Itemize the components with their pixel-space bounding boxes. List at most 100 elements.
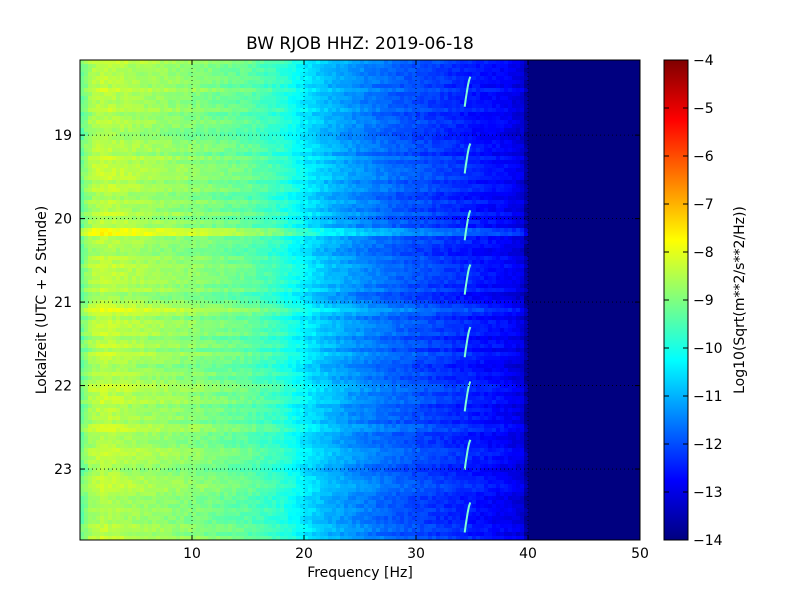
heatmap-cell xyxy=(380,132,385,137)
heatmap-cell xyxy=(144,76,149,81)
heatmap-cell xyxy=(128,172,133,177)
heatmap-cell xyxy=(604,76,609,81)
heatmap-cell xyxy=(132,160,137,165)
heatmap-cell xyxy=(364,104,369,109)
heatmap-cell xyxy=(248,200,253,205)
heatmap-cell xyxy=(336,172,341,177)
heatmap-cell xyxy=(296,128,301,133)
heatmap-cell xyxy=(380,64,385,69)
heatmap-cell xyxy=(308,152,313,157)
heatmap-cell xyxy=(584,80,589,85)
heatmap-cell xyxy=(372,156,377,161)
heatmap-cell xyxy=(224,136,229,141)
heatmap-cell xyxy=(112,168,117,173)
heatmap-cell xyxy=(368,96,373,101)
heatmap-cell xyxy=(136,116,141,121)
heatmap-cell xyxy=(320,76,325,81)
heatmap-cell xyxy=(584,120,589,125)
heatmap-cell xyxy=(604,156,609,161)
heatmap-cell xyxy=(240,88,245,93)
heatmap-cell xyxy=(440,92,445,97)
heatmap-cell xyxy=(224,140,229,145)
heatmap-cell xyxy=(464,180,469,185)
heatmap-cell xyxy=(348,140,353,145)
heatmap-cell xyxy=(120,116,125,121)
heatmap-cell xyxy=(420,64,425,69)
heatmap-cell xyxy=(476,196,481,201)
heatmap-cell xyxy=(444,132,449,137)
heatmap-cell xyxy=(276,176,281,181)
heatmap-cell xyxy=(168,196,173,201)
heatmap-cell xyxy=(396,100,401,105)
heatmap-cell xyxy=(112,96,117,101)
heatmap-cell xyxy=(620,112,625,117)
heatmap-cell xyxy=(272,168,277,173)
heatmap-cell xyxy=(384,144,389,149)
heatmap-cell xyxy=(576,172,581,177)
heatmap-cell xyxy=(428,152,433,157)
heatmap-cell xyxy=(400,72,405,77)
spectrogram-heatmap xyxy=(80,60,641,541)
heatmap-cell xyxy=(396,184,401,189)
heatmap-cell xyxy=(328,148,333,153)
heatmap-cell xyxy=(564,144,569,149)
heatmap-cell xyxy=(596,160,601,165)
heatmap-cell xyxy=(448,144,453,149)
heatmap-cell xyxy=(124,88,129,93)
heatmap-cell xyxy=(548,72,553,77)
heatmap-cell xyxy=(352,156,357,161)
heatmap-cell xyxy=(252,188,257,193)
heatmap-cell xyxy=(520,192,525,197)
heatmap-cell xyxy=(516,196,521,201)
heatmap-cell xyxy=(220,120,225,125)
heatmap-cell xyxy=(248,112,253,117)
heatmap-cell xyxy=(556,60,561,65)
heatmap-cell xyxy=(164,200,169,205)
heatmap-cell xyxy=(248,168,253,173)
heatmap-cell xyxy=(508,132,513,137)
heatmap-cell xyxy=(592,80,597,85)
heatmap-cell xyxy=(324,96,329,101)
heatmap-cell xyxy=(596,144,601,149)
heatmap-cell xyxy=(244,176,249,181)
heatmap-cell xyxy=(608,152,613,157)
heatmap-cell xyxy=(376,192,381,197)
heatmap-cell xyxy=(292,96,297,101)
heatmap-cell xyxy=(596,164,601,169)
heatmap-cell xyxy=(564,68,569,73)
heatmap-cell xyxy=(304,164,309,169)
heatmap-cell xyxy=(408,88,413,93)
heatmap-cell xyxy=(316,168,321,173)
heatmap-cell xyxy=(108,140,113,145)
heatmap-cell xyxy=(536,188,541,193)
heatmap-cell xyxy=(612,104,617,109)
heatmap-cell xyxy=(444,76,449,81)
heatmap-cell xyxy=(372,76,377,81)
heatmap-cell xyxy=(516,164,521,169)
heatmap-cell xyxy=(596,184,601,189)
heatmap-cell xyxy=(404,72,409,77)
heatmap-cell xyxy=(144,192,149,197)
heatmap-cell xyxy=(244,112,249,117)
heatmap-cell xyxy=(416,124,421,129)
heatmap-cell xyxy=(616,104,621,109)
heatmap-cell xyxy=(484,60,489,65)
heatmap-cell xyxy=(396,192,401,197)
heatmap-cell xyxy=(536,72,541,77)
heatmap-cell xyxy=(504,164,509,169)
heatmap-cell xyxy=(584,100,589,105)
heatmap-cell xyxy=(96,172,101,177)
heatmap-cell xyxy=(240,184,245,189)
heatmap-cell xyxy=(504,60,509,65)
heatmap-cell xyxy=(632,136,637,141)
heatmap-cell xyxy=(308,168,313,173)
heatmap-cell xyxy=(372,72,377,77)
heatmap-cell xyxy=(216,192,221,197)
heatmap-cell xyxy=(112,112,117,117)
heatmap-cell xyxy=(184,136,189,141)
heatmap-cell xyxy=(540,124,545,129)
heatmap-cell xyxy=(356,176,361,181)
heatmap-cell xyxy=(376,100,381,105)
heatmap-cell xyxy=(204,84,209,89)
heatmap-cell xyxy=(112,164,117,169)
